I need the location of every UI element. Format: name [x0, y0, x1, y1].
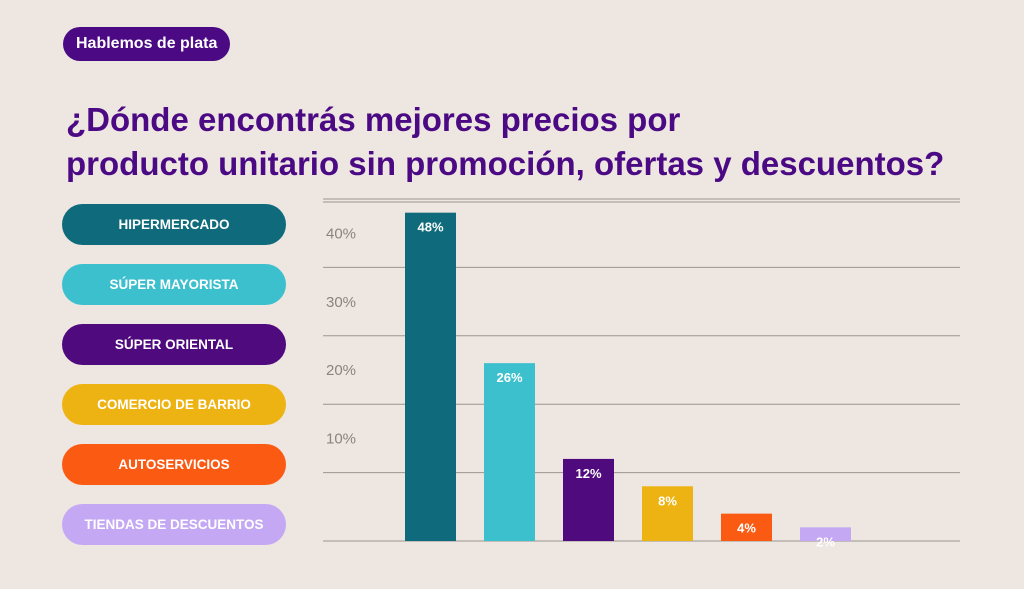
bar-autoservicios	[721, 513, 772, 541]
legend-item-super-mayorista: SÚPER MAYORISTA	[62, 264, 286, 305]
y-tick-label: 40%	[326, 225, 356, 242]
legend-item-autoservicios: AUTOSERVICIOS	[62, 444, 286, 485]
bar-chart: 10%20%30%40%50%48%26%12%8%4%2%	[323, 198, 960, 549]
bar-value-label: 2%	[816, 534, 835, 549]
legend-item-super-oriental: SÚPER ORIENTAL	[62, 324, 286, 365]
bar-super-mayorista	[484, 363, 535, 541]
bar-value-label: 8%	[658, 493, 677, 508]
legend-item-comercio-de-barrio: COMERCIO DE BARRIO	[62, 384, 286, 425]
legend-item-tiendas-de-descuentos: TIENDAS DE DESCUENTOS	[62, 504, 286, 545]
y-tick-label: 30%	[326, 294, 356, 311]
y-tick-label: 20%	[326, 362, 356, 379]
title-line-2: producto unitario sin promoción, ofertas…	[66, 145, 945, 182]
title-line-1: ¿Dónde encontrás mejores precios por	[66, 101, 681, 138]
page-title: ¿Dónde encontrás mejores precios por pro…	[66, 98, 996, 186]
bar-value-label: 4%	[737, 521, 756, 536]
section-tag: Hablemos de plata	[63, 27, 231, 61]
y-tick-label: 10%	[326, 431, 356, 448]
bar-value-label: 26%	[496, 370, 522, 385]
bar-hipermercado	[405, 212, 456, 541]
bar-comercio-de-barrio	[642, 486, 693, 541]
chart-legend: HIPERMERCADO SÚPER MAYORISTA SÚPER ORIENTA…	[62, 204, 286, 564]
bar-value-label: 12%	[575, 466, 601, 481]
bar-super-oriental	[563, 458, 614, 541]
legend-item-hipermercado: HIPERMERCADO	[62, 204, 286, 245]
bar-tiendas-de-descuentos	[800, 527, 851, 541]
bar-value-label: 48%	[417, 220, 443, 235]
